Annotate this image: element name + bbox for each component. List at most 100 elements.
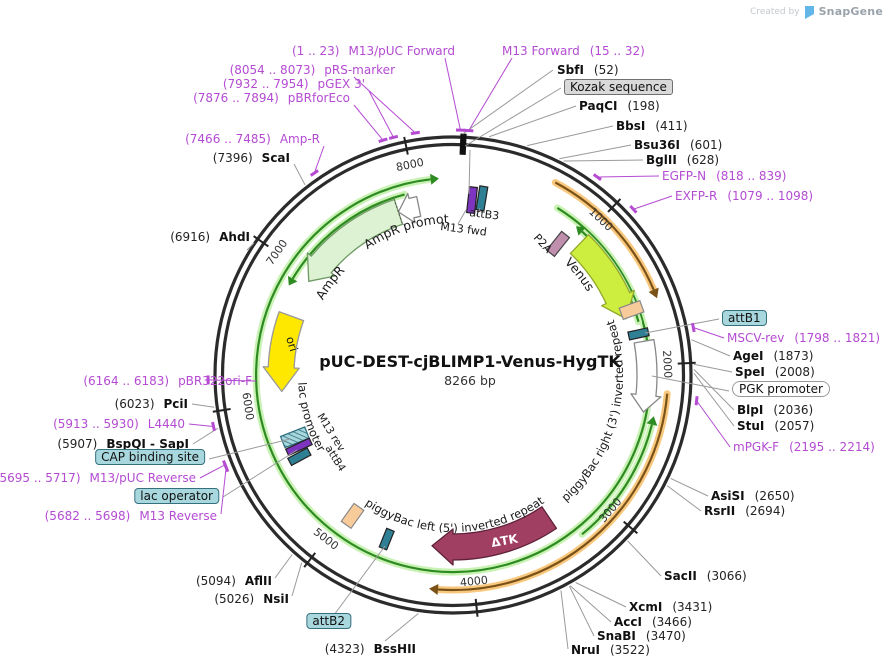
enzyme-label-sbfi: SbfI (52)	[557, 63, 619, 77]
leader-line-1	[468, 57, 513, 131]
leader-line-35	[696, 400, 731, 448]
leader-line-15	[220, 467, 227, 515]
scale-tick-label-2000: 2000	[660, 350, 674, 379]
primer-label-egfp-n: EGFP-N (818 .. 839)	[662, 169, 787, 183]
leader-line-32	[651, 375, 730, 392]
enzyme-label-rsrii: RsrII (2694)	[704, 504, 786, 518]
gene-arc-venus-orange	[554, 181, 655, 291]
primer-label-pbr322ori-f: (6164 .. 6183) pBR322ori-F	[83, 374, 252, 388]
leader-line-22	[488, 105, 577, 138]
feature-ampr-promoter-arrow	[397, 192, 422, 224]
primer-site-dash-7885	[378, 137, 388, 143]
enzyme-label-ahdi: (6916) AhdI	[170, 230, 250, 244]
scale-tick-label-6000: 6000	[239, 392, 256, 422]
backbone-outer-ring	[213, 135, 693, 615]
feature-pgk-promoter-arrow	[630, 338, 662, 413]
orf-arc-ampr-arrowhead	[287, 275, 298, 286]
primer-label-exfp-r: EXFP-R (1079 .. 1098)	[675, 189, 814, 203]
feature-text-attb3: attB3	[469, 206, 500, 223]
enzyme-label-nsii: (5026) NsiI	[214, 592, 289, 606]
primer-label-m13-reverse: (5682 .. 5698) M13 Reverse	[44, 509, 217, 523]
scale-tick-6000	[212, 408, 231, 413]
leader-line-38	[627, 540, 662, 577]
leader-line-21	[464, 87, 562, 147]
leader-line-28	[644, 318, 720, 334]
enzyme-label-stui: StuI (2057)	[737, 419, 815, 433]
leader-line-13	[199, 464, 226, 479]
scale-tick-label-4000: 4000	[459, 574, 488, 590]
leader-line-2	[353, 76, 416, 134]
primer-site-dash-7943	[388, 134, 399, 140]
leader-line-9	[191, 403, 215, 408]
enzyme-label-sacii: SacII (3066)	[664, 569, 747, 583]
enzyme-label-snabi: SnaBI (3470)	[597, 629, 686, 643]
scale-tick-2000	[677, 361, 696, 365]
leader-line-34	[693, 372, 735, 427]
primer-site-dash-1810	[690, 322, 696, 333]
watermark-created-by: Created by	[750, 6, 800, 17]
primer-site-dash-7475	[309, 169, 319, 177]
leader-line-20	[462, 69, 554, 135]
leader-line-31	[693, 363, 733, 373]
attb3-marker	[475, 185, 489, 212]
gene-arc-hygtk-orange-arrowhead	[429, 583, 439, 595]
enzyme-label-agei: AgeI (1873)	[733, 349, 814, 363]
scale-tick-4000	[474, 598, 479, 617]
enzyme-label-blpi: BlpI (2036)	[737, 403, 814, 417]
primer-label-prs-marker: (8054 .. 8073) pRS-marker	[229, 63, 395, 77]
plasmid-size: 8266 bp	[444, 373, 496, 388]
orf-arc-ampr	[291, 193, 405, 280]
orf-arc-top-arrowhead	[430, 173, 439, 185]
leader-line-5	[313, 145, 325, 174]
leader-line-19	[384, 613, 419, 642]
orf-arc-hyg-green	[581, 424, 653, 536]
feature-text-ori: ori	[283, 335, 301, 353]
attb1-marker	[627, 327, 650, 341]
orf-arc-hyg-green-arrowhead	[646, 416, 658, 426]
scale-tick-5000	[303, 552, 317, 568]
primer-label-m13puc-forward: (1 .. 23) M13/pUC Forward	[291, 44, 455, 58]
leader-line-29	[693, 327, 725, 339]
scale-tick-1000	[607, 198, 622, 213]
cap-binding-site-marker	[279, 426, 310, 449]
leader-line-25	[563, 159, 644, 162]
primer-site-dash-5690	[223, 462, 230, 473]
scale-tick-3000	[623, 520, 639, 535]
connector-attb3-text	[475, 207, 481, 217]
leader-line-7	[246, 242, 255, 251]
leader-line-8	[208, 379, 257, 382]
primer-site-dash-1089	[629, 204, 638, 214]
plasmid-title-block: pUC-DEST-cjBLIMP1-Venus-HygTK 8266 bp	[319, 352, 621, 388]
primer-label-l4440: (5913 .. 5930) L4440	[53, 417, 185, 431]
primer-label-m13puc-reverse: (5695 .. 5717) M13/pUC Reverse	[0, 471, 196, 485]
primer-label-pbrforeco: (7876 .. 7894) pBRforEco	[193, 91, 350, 105]
feature-text-delta-tk: ΔTK	[490, 531, 519, 550]
leader-line-37	[666, 485, 702, 512]
ampr-promoter-divider	[393, 199, 403, 224]
enzyme-label-spei: SpeI (2008)	[735, 365, 815, 379]
scale-tick-8000	[403, 136, 409, 155]
enzyme-label-aflii: (5094) AflII	[195, 574, 272, 588]
primer-label-mpgk-f: mPGK-F (2195 .. 2214)	[733, 440, 875, 454]
primer-site-dash-829	[592, 173, 602, 181]
enzyme-label-paqci: PaqCI (198)	[579, 99, 660, 113]
leader-line-23	[526, 125, 614, 147]
attb4-marker	[286, 447, 312, 467]
enzyme-label-bsshii: (4323) BssHII	[324, 642, 416, 656]
feature-text-piggybac-right: piggyBac right (3') inverted repeat	[558, 318, 626, 504]
attb2-marker	[378, 527, 395, 551]
m13-rev-marker	[284, 437, 313, 457]
scale-tick-label-8000: 8000	[395, 156, 425, 174]
feature-label-attb2: attB2	[306, 613, 351, 629]
enzyme-label-xcmi: XcmI (3431)	[629, 600, 713, 614]
watermark-brand: SnapGene	[818, 5, 883, 18]
primer-site-dash-5921	[211, 421, 216, 432]
leader-line-16	[274, 554, 293, 579]
peach-marker-left	[340, 502, 365, 530]
leader-line-27	[633, 195, 673, 210]
leader-line-4	[353, 104, 384, 141]
leader-line-18	[333, 545, 386, 616]
feature-delta-tk-arrow	[431, 506, 558, 566]
leader-line-39	[575, 582, 627, 608]
